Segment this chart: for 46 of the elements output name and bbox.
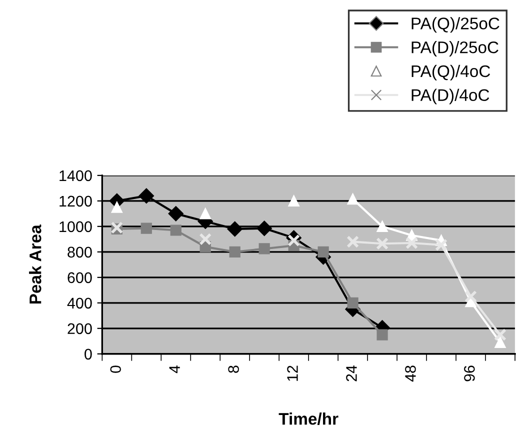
- y-tick-label: 200: [68, 323, 92, 334]
- y-axis-title: Peak Area: [29, 224, 42, 304]
- point: [346, 235, 360, 248]
- point: [229, 246, 240, 258]
- point: [435, 238, 448, 252]
- point: [406, 236, 418, 250]
- legend-label: PA(D)/25oC: [412, 41, 498, 57]
- point: [494, 328, 506, 342]
- y-tick-label: 1200: [60, 196, 92, 207]
- x-tick-label: 0: [110, 366, 122, 373]
- y-tick-label: 600: [68, 272, 92, 284]
- x-tick-label: 4: [169, 365, 180, 374]
- point: [168, 206, 184, 222]
- point: [140, 222, 152, 234]
- point: [258, 243, 270, 254]
- point: [288, 234, 300, 247]
- point: [376, 329, 388, 340]
- x-tick-label: 96: [464, 366, 475, 382]
- x-tick-label: 8: [228, 366, 239, 373]
- point: [376, 237, 389, 250]
- point: [347, 297, 358, 308]
- y-tick-label: 400: [67, 298, 92, 309]
- point: [347, 193, 358, 205]
- legend-label: PA(Q)/25oC: [412, 17, 500, 33]
- point: [376, 220, 388, 232]
- legend-label: PA(Q)/4oC: [412, 64, 490, 80]
- y-tick-label: 1400: [60, 170, 92, 182]
- legend-label: PA(D)/4oC: [412, 88, 490, 104]
- point: [170, 224, 182, 236]
- point: [199, 232, 212, 246]
- point: [318, 246, 329, 258]
- x-tick-label: 12: [287, 366, 298, 381]
- y-tick-label: 0: [84, 348, 92, 360]
- y-tick-label: 1000: [60, 221, 92, 232]
- y-tick-label: 800: [68, 246, 92, 258]
- point: [200, 208, 211, 220]
- point: [464, 290, 477, 303]
- point: [227, 221, 242, 237]
- point: [288, 195, 300, 206]
- point: [256, 220, 272, 236]
- point: [138, 188, 154, 204]
- point: [111, 202, 122, 213]
- point: [494, 336, 506, 348]
- x-tick-label: 24: [346, 365, 357, 382]
- x-axis-title: Time/hr: [278, 412, 338, 425]
- x-tick-label: 48: [405, 366, 416, 382]
